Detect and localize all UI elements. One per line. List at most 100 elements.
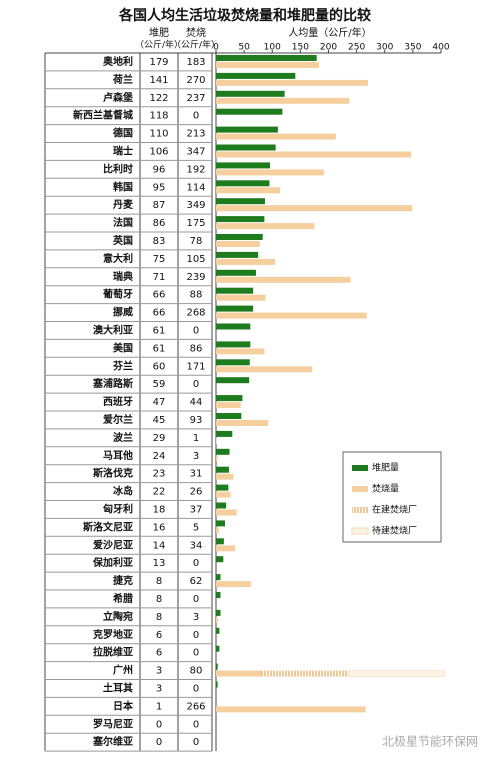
bar	[216, 616, 218, 623]
table-cell: 6	[156, 648, 162, 659]
table-cell: 66	[153, 290, 166, 301]
column-header: 焚烧	[186, 26, 206, 39]
bar	[216, 162, 270, 169]
category-label: 意大利	[103, 252, 133, 265]
table-cell: 266	[186, 701, 205, 712]
bar	[216, 90, 285, 97]
bar	[216, 312, 367, 319]
bar	[216, 520, 225, 527]
bar	[216, 216, 265, 223]
x-tick-label: 250	[348, 43, 365, 53]
legend-label: 待建焚烧厂	[372, 525, 417, 537]
table-cell: 122	[149, 93, 168, 104]
table-cell: 96	[153, 164, 166, 175]
bar	[216, 448, 230, 455]
bar	[216, 205, 413, 212]
table-cell: 23	[153, 469, 166, 480]
table-cell: 0	[193, 325, 199, 336]
table-cell: 3	[193, 612, 199, 623]
category-label: 挪威	[113, 306, 133, 319]
bar	[216, 466, 229, 473]
x-tick-label: 100	[264, 43, 281, 53]
watermark: 北极星节能环保网	[382, 735, 478, 749]
bar	[216, 581, 251, 588]
table-cell: 347	[186, 146, 205, 157]
bar	[216, 258, 276, 265]
table-cell: 24	[153, 451, 166, 462]
bar	[216, 133, 336, 140]
table-cell: 5	[193, 522, 199, 533]
category-label: 比利时	[103, 162, 133, 175]
bar	[216, 509, 237, 516]
x-axis-label: 人均量（公斤/年）	[288, 26, 371, 39]
category-label: 冰岛	[113, 485, 133, 498]
bar	[216, 592, 221, 598]
bar	[216, 234, 263, 240]
table-cell: 3	[156, 666, 162, 677]
table-cell: 0	[193, 379, 199, 390]
bar	[216, 144, 276, 151]
bar	[216, 294, 266, 301]
x-tick-label: 400	[432, 43, 449, 53]
table-cell: 1	[156, 701, 162, 712]
x-tick-label: 0	[213, 43, 219, 53]
legend-swatch	[352, 507, 368, 513]
category-label: 韩国	[113, 180, 133, 193]
bar	[216, 502, 227, 509]
table-cell: 270	[186, 75, 205, 86]
bar	[216, 187, 281, 194]
category-label: 匈牙利	[103, 502, 133, 515]
table-cell: 26	[190, 487, 203, 498]
table-cell: 349	[186, 200, 205, 211]
table-cell: 83	[153, 236, 166, 247]
table-cell: 213	[186, 129, 205, 140]
table-cell: 0	[193, 683, 199, 694]
table-cell: 88	[190, 290, 203, 301]
bar	[216, 627, 220, 634]
category-label: 拉脱维亚	[93, 646, 133, 659]
category-label: 奥地利	[103, 55, 133, 68]
bar	[216, 251, 259, 258]
legend-label: 堆肥量	[372, 463, 399, 474]
category-label: 瑞士	[113, 144, 133, 157]
bar	[216, 473, 234, 480]
bar	[216, 699, 217, 706]
table-cell: 1	[193, 433, 199, 444]
bar	[216, 169, 324, 176]
table-cell: 175	[186, 218, 205, 229]
table-cell: 105	[186, 254, 205, 265]
category-label: 塞浦路斯	[93, 377, 133, 390]
table-cell: 118	[149, 111, 168, 122]
table-cell: 106	[149, 146, 168, 157]
bar	[216, 395, 243, 402]
table-cell: 22	[153, 487, 166, 498]
table-cell: 93	[190, 415, 203, 426]
category-label: 捷克	[113, 574, 133, 587]
bar	[216, 574, 221, 581]
bar	[216, 455, 218, 462]
table-cell: 14	[153, 540, 166, 551]
table-cell: 13	[153, 558, 166, 569]
category-label: 土耳其	[103, 681, 133, 694]
table-cell: 141	[149, 75, 168, 86]
bar	[216, 269, 256, 276]
x-tick-label: 150	[292, 43, 309, 53]
table-cell: 61	[153, 325, 166, 336]
category-label: 马耳他	[103, 449, 133, 462]
bar	[216, 670, 261, 677]
bar	[216, 377, 250, 384]
bar	[216, 484, 229, 491]
table-cell: 3	[193, 451, 199, 462]
bar	[216, 437, 217, 444]
category-label: 芬兰	[112, 359, 133, 372]
bar	[216, 276, 351, 283]
category-label: 塞尔维亚	[93, 735, 133, 748]
bar	[216, 706, 366, 713]
category-label: 广州	[113, 664, 133, 677]
column-header: 堆肥	[149, 27, 169, 39]
table-cell: 29	[153, 433, 166, 444]
bar	[216, 305, 254, 312]
legend-label: 焚烧量	[372, 483, 399, 495]
bar	[216, 97, 350, 104]
table-cell: 114	[186, 182, 205, 193]
